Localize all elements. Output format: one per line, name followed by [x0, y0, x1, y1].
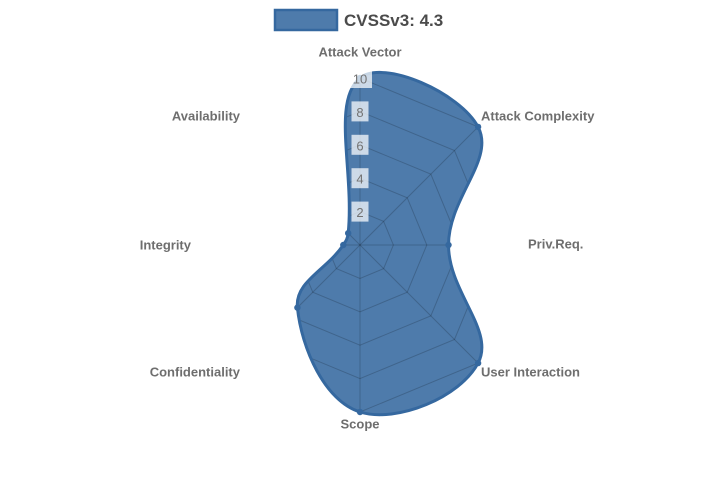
radar-data-point — [294, 304, 301, 311]
axis-label-availability: Availability — [172, 109, 241, 124]
radar-data-point — [474, 123, 482, 131]
radar-data-point — [474, 359, 482, 367]
tick-label: 8 — [356, 105, 363, 120]
radar-data-point — [445, 241, 452, 249]
tick-label: 4 — [356, 172, 363, 187]
axis-label-confidentiality: Confidentiality — [150, 365, 241, 380]
grid-spoke — [359, 244, 479, 364]
radar-series-fill — [297, 72, 482, 415]
tick-backdrop — [351, 168, 369, 189]
tick-label: 2 — [356, 205, 363, 220]
tick-label: 10 — [353, 72, 367, 87]
legend-label[interactable]: CVSSv3: 4.3 — [344, 11, 443, 30]
tick-label: 6 — [356, 138, 363, 153]
axis-label-user-interaction: User Interaction — [481, 365, 580, 380]
grid-spoke — [359, 126, 479, 246]
tick-backdrop — [348, 68, 372, 88]
tick-backdrop — [351, 134, 369, 155]
grid-spoke — [297, 244, 361, 364]
radar-data-point — [356, 408, 364, 416]
legend-swatch[interactable] — [273, 8, 339, 32]
axis-label-scope: Scope — [340, 417, 379, 432]
axis-label-attack-vector: Attack Vector — [318, 45, 401, 60]
axis-label-priv-req: Priv.Req. — [528, 237, 583, 252]
tick-backdrop — [351, 201, 369, 222]
tick-backdrop — [351, 101, 369, 122]
axis-label-attack-complexity: Attack Complexity — [481, 109, 595, 124]
legend-item[interactable]: CVSSv3: 4.3 — [273, 8, 443, 32]
axis-label-integrity: Integrity — [140, 238, 192, 253]
radar-data-point — [340, 241, 347, 249]
radar-data-point — [344, 229, 352, 237]
grid-spoke — [297, 126, 361, 246]
grid-ring — [297, 144, 461, 346]
